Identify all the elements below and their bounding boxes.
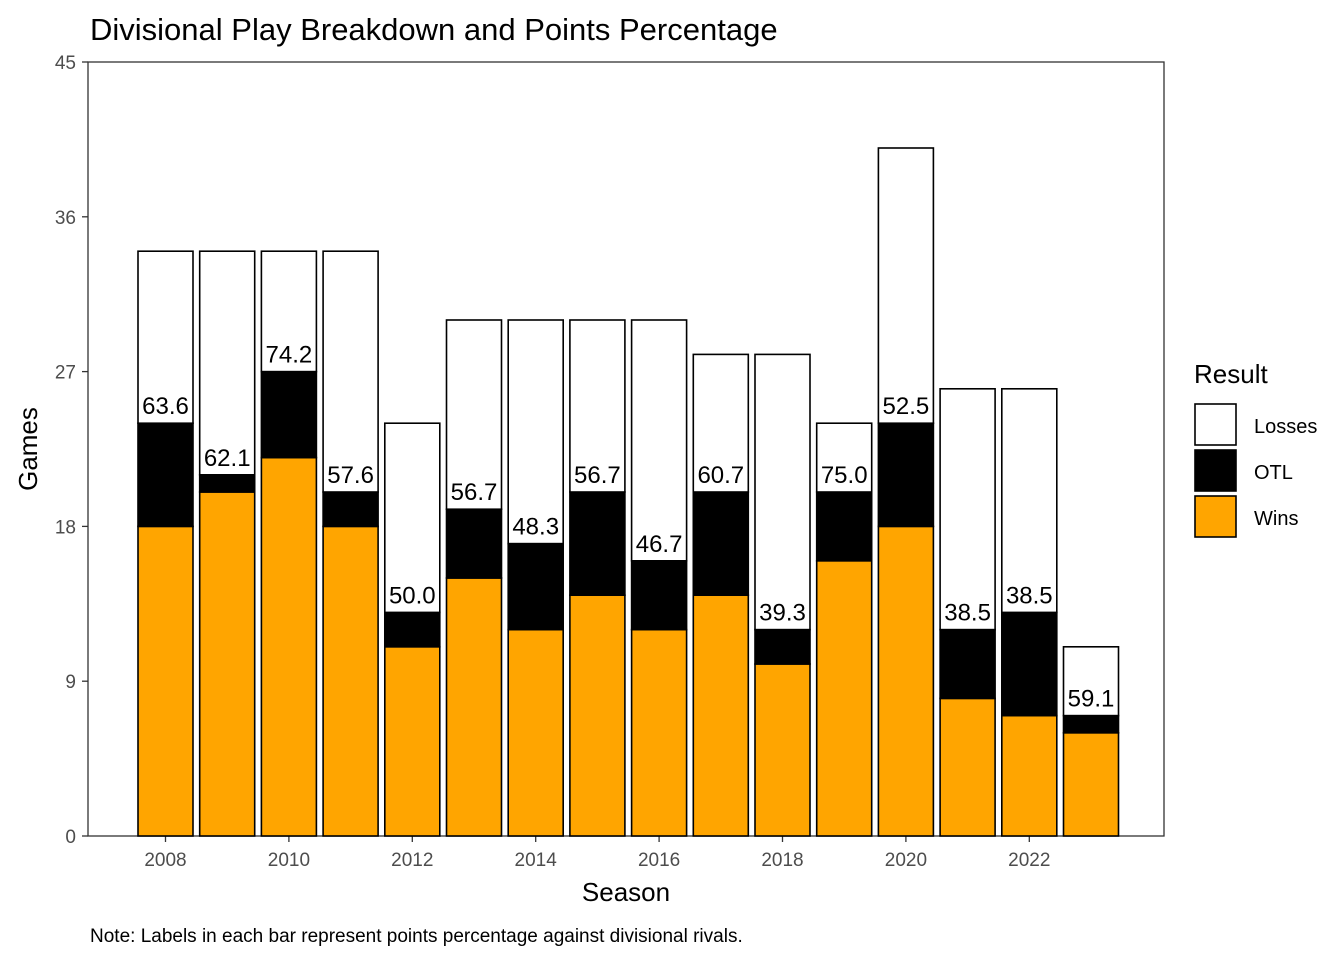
bar-wins-2012	[383, 645, 441, 837]
bar-label-2022: 38.5	[1006, 582, 1053, 609]
bar-otl-2010	[260, 370, 318, 459]
bar-otl-2019	[815, 491, 873, 562]
legend-label-losses: Losses	[1254, 416, 1317, 438]
bar-otl-2016	[630, 559, 688, 631]
bar-wins-2017	[692, 594, 750, 837]
bar-losses-2013	[445, 319, 503, 510]
bar-wins-2021	[939, 697, 996, 837]
bar-losses-2018	[754, 353, 811, 631]
bar-otl-2017	[692, 491, 750, 596]
bar-wins-2009	[198, 491, 256, 837]
bar-label-2012: 50.0	[389, 582, 436, 609]
bar-otl-2020	[877, 422, 935, 528]
y-tick-label: 36	[55, 208, 76, 229]
bar-losses-2014	[507, 319, 565, 545]
bar-wins-2019	[815, 559, 873, 837]
chart-title: Divisional Play Breakdown and Points Per…	[90, 12, 778, 47]
x-tick-label: 2010	[268, 850, 310, 871]
bar-wins-2023	[1062, 731, 1120, 837]
x-tick-label: 2012	[391, 850, 433, 871]
y-tick-label: 9	[65, 672, 76, 693]
bar-losses-2016	[630, 319, 688, 562]
bar-losses-2022	[1000, 387, 1058, 614]
bar-label-2018: 39.3	[759, 600, 806, 627]
x-tick-label: 2022	[1008, 850, 1050, 871]
bar-wins-2020	[877, 525, 935, 837]
bar-losses-2010	[260, 250, 318, 373]
legend-label-otl: OTL	[1254, 462, 1293, 484]
x-axis-title: Season	[582, 877, 670, 907]
y-tick-label: 18	[55, 517, 76, 538]
chart-note: Note: Labels in each bar represent point…	[90, 926, 743, 947]
bar-otl-2022	[1000, 611, 1058, 717]
bar-otl-2018	[754, 628, 811, 665]
bar-label-2016: 46.7	[636, 531, 683, 558]
bar-otl-2015	[569, 491, 626, 596]
bar-otl-2023	[1062, 714, 1120, 734]
bar-labels: 63.6 62.1 74.2 57.6 50.0 56.7 48.3 56.7 46.7 60.7…	[142, 342, 1114, 713]
bar-losses-2008	[137, 250, 194, 424]
bar-label-2011: 57.6	[327, 462, 374, 489]
bar-losses-2017	[692, 353, 750, 493]
bar-losses-2015	[569, 319, 626, 493]
legend: Result Losses OTL Wins	[1194, 359, 1317, 538]
bar-losses-2019	[815, 422, 873, 493]
bar-otl-2008	[137, 422, 194, 528]
bar-label-2008: 63.6	[142, 393, 189, 420]
x-tick-label: 2008	[144, 850, 186, 871]
bar-label-2021: 38.5	[944, 600, 991, 627]
bar-losses-2021	[939, 387, 996, 631]
legend-title: Result	[1194, 359, 1268, 389]
bar-otl-2021	[939, 628, 996, 700]
y-tick-label: 0	[65, 827, 76, 848]
bar-label-2013: 56.7	[451, 479, 498, 506]
bar-label-2010: 74.2	[266, 342, 313, 369]
bar-losses-2011	[322, 250, 379, 493]
x-tick-label: 2016	[638, 850, 680, 871]
bar-otl-2012	[383, 611, 441, 648]
bar-losses-2009	[198, 250, 256, 476]
bar-label-2015: 56.7	[574, 462, 621, 489]
bar-label-2014: 48.3	[512, 514, 559, 541]
y-tick-label: 27	[55, 363, 76, 384]
legend-label-wins: Wins	[1254, 508, 1298, 530]
x-tick-label: 2014	[515, 850, 558, 871]
y-tick-label: 45	[55, 53, 76, 74]
bar-wins-2010	[260, 456, 318, 837]
legend-key-wins	[1194, 495, 1237, 538]
bar-otl-2014	[507, 542, 565, 631]
bar-wins-2008	[137, 525, 194, 837]
bar-wins-2011	[322, 525, 379, 837]
bar-label-2020: 52.5	[883, 393, 930, 420]
bar-wins-2015	[569, 594, 626, 837]
plot-panel-border	[87, 61, 1165, 837]
bar-wins-2018	[754, 663, 811, 837]
legend-key-otl	[1194, 449, 1237, 492]
bar-otl-2013	[445, 508, 503, 579]
bar-otl-2009	[198, 473, 256, 493]
bar-losses-2020	[877, 147, 935, 425]
bar-label-2017: 60.7	[697, 462, 744, 489]
bar-wins-2013	[445, 577, 503, 837]
bar-label-2023: 59.1	[1068, 686, 1115, 713]
bar-losses-2023	[1062, 645, 1120, 717]
bar-label-2009: 62.1	[204, 445, 251, 472]
x-tick-label: 2018	[761, 850, 803, 871]
legend-key-losses	[1194, 403, 1237, 446]
bar-wins-2014	[507, 628, 565, 837]
bar-wins-2016	[630, 628, 688, 837]
bars	[137, 147, 1120, 837]
bar-wins-2022	[1000, 714, 1058, 837]
x-axis: 2008 2010 2012 2014 2016 2018 2020 2022	[144, 836, 1050, 871]
x-tick-label: 2020	[885, 850, 927, 871]
bar-losses-2012	[383, 422, 441, 614]
bar-label-2019: 75.0	[821, 462, 868, 489]
y-axis: 0 9 18 27 36 45	[55, 53, 88, 848]
y-axis-title: Games	[13, 407, 43, 491]
bar-otl-2011	[322, 491, 379, 528]
